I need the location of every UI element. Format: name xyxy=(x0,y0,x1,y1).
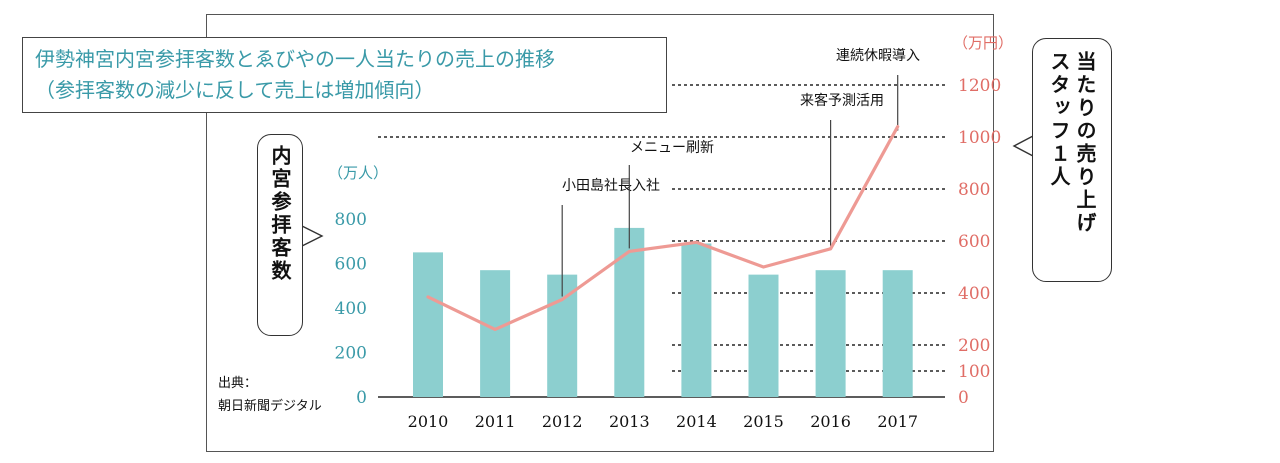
right-axis-callout-line2: 当たりの売り上げ xyxy=(1073,51,1097,235)
right-tick-label: 400 xyxy=(958,284,990,304)
right-tick-label: 1200 xyxy=(958,76,1001,96)
x-tick-label: 2014 xyxy=(676,412,717,431)
source-name: 朝日新聞デジタル xyxy=(218,399,322,414)
chart-title: 伊勢神宮内宮参拝客数とゑびやの一人当たりの売上の推移 xyxy=(35,47,555,71)
x-tick-label: 2017 xyxy=(877,412,918,431)
bar-2010 xyxy=(413,252,443,397)
bar-2011 xyxy=(480,270,511,397)
bar-2016 xyxy=(815,270,846,397)
right-tick-label: 0 xyxy=(958,388,969,408)
left-tick-label: 400 xyxy=(335,299,367,319)
annotation-label: 来客予測活用 xyxy=(800,92,884,109)
annotation-label: 小田島社長入社 xyxy=(562,178,660,194)
right-tick-label: 200 xyxy=(958,336,990,356)
chart-title-box: 伊勢神宮内宮参拝客数とゑびやの一人当たりの売上の推移 （参拝客数の減少に反して売… xyxy=(22,37,667,113)
bar-2015 xyxy=(748,274,779,397)
right-tick-label: 100 xyxy=(958,362,990,382)
left-tick-label: 800 xyxy=(335,210,367,230)
left-tick-label: 600 xyxy=(335,255,367,275)
right-tick-label: 1000 xyxy=(958,128,1001,148)
right-tick-label: 800 xyxy=(958,180,990,200)
annotation-label: メニュー刷新 xyxy=(630,140,714,156)
left-callout-tail xyxy=(301,225,324,247)
x-tick-label: 2016 xyxy=(810,412,851,431)
annotation-label: 連続休暇導入 xyxy=(836,47,920,64)
right-axis-unit: （万円） xyxy=(953,34,1013,52)
left-tick-label: 200 xyxy=(335,344,367,364)
x-tick-label: 2015 xyxy=(743,412,784,431)
right-callout-tail xyxy=(1012,135,1034,157)
right-tick-label: 600 xyxy=(958,232,990,252)
left-axis-callout-text: 内宮参拝客数 xyxy=(268,145,292,283)
bar-2013 xyxy=(614,227,645,397)
left-tick-label: 0 xyxy=(356,388,367,408)
left-axis-unit: （万人） xyxy=(328,164,388,182)
right-axis-callout-line1: スタッフ１人 xyxy=(1047,51,1071,189)
left-axis-callout: 内宮参拝客数 xyxy=(257,134,303,336)
bar-2014 xyxy=(681,243,712,397)
chart-frame xyxy=(206,14,994,452)
x-tick-label: 2011 xyxy=(475,412,516,431)
right-axis-callout: スタッフ１人 当たりの売り上げ xyxy=(1032,38,1112,282)
x-tick-label: 2013 xyxy=(609,412,650,431)
sales-line xyxy=(426,124,900,331)
chart-subtitle: （参拝客数の減少に反して売上は増加傾向） xyxy=(35,78,435,102)
x-tick-label: 2010 xyxy=(408,412,449,431)
source-label: 出典： xyxy=(218,376,258,391)
x-tick-label: 2012 xyxy=(542,412,583,431)
bar-2017 xyxy=(882,270,913,397)
